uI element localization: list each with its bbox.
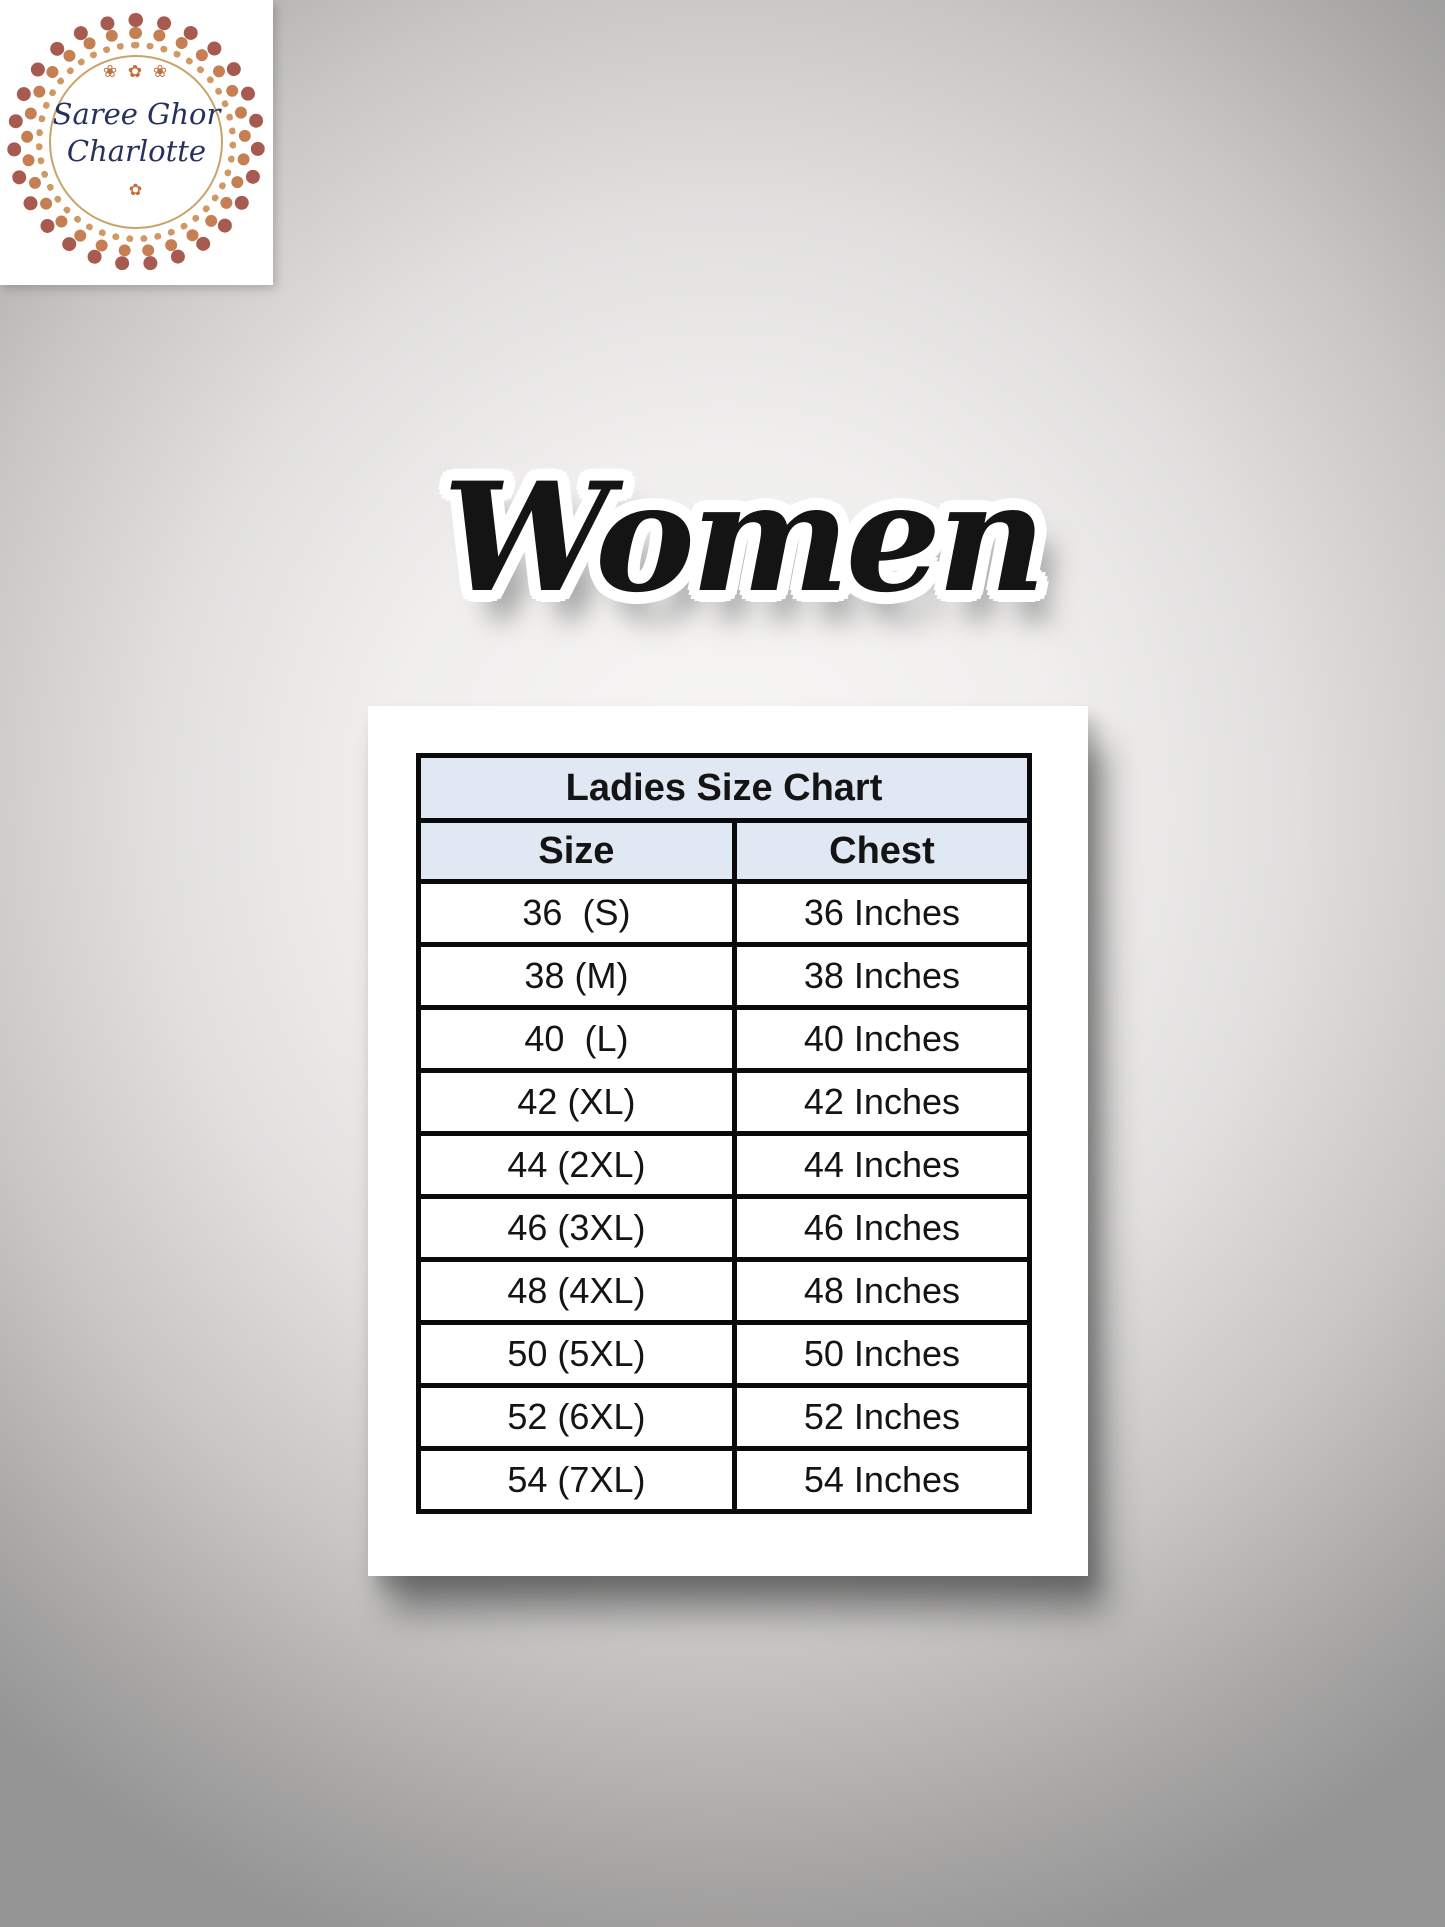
chest-value: 54 Inches: [731, 1446, 1033, 1514]
table-row: 38 (M) 38 Inches: [416, 942, 1033, 1010]
size-value: 36 (S): [416, 879, 737, 947]
chest-value: 42 Inches: [731, 1068, 1033, 1136]
table-row: 50 (5XL) 50 Inches: [416, 1320, 1033, 1388]
size-value: 44 (2XL): [416, 1131, 737, 1199]
chest-value: 38 Inches: [731, 942, 1033, 1010]
size-value: 54 (7XL): [416, 1446, 737, 1514]
size-value: 48 (4XL): [416, 1257, 737, 1325]
column-header-chest: Chest: [731, 818, 1033, 884]
logo-floral-ornament-bottom: ✿: [128, 182, 145, 199]
table-row: 40 (L) 40 Inches: [416, 1005, 1033, 1073]
table-header-row: Size Chest: [416, 818, 1033, 884]
chest-value: 46 Inches: [731, 1194, 1033, 1262]
ladies-size-chart-table: Ladies Size Chart Size Chest 36 (S) 36 I…: [416, 753, 1033, 1514]
brand-logo: ❀ ✿ ❀ Saree Ghor Charlotte ✿: [0, 0, 273, 285]
chest-value: 40 Inches: [731, 1005, 1033, 1073]
logo-inner-circle-line: [49, 55, 223, 229]
chest-value: 52 Inches: [731, 1383, 1033, 1451]
column-header-size: Size: [416, 818, 737, 884]
size-value: 40 (L): [416, 1005, 737, 1073]
table-row: 54 (7XL) 54 Inches: [416, 1446, 1033, 1514]
table-row: 48 (4XL) 48 Inches: [416, 1257, 1033, 1325]
size-value: 46 (3XL): [416, 1194, 737, 1262]
size-value: 42 (XL): [416, 1068, 737, 1136]
table-row: 42 (XL) 42 Inches: [416, 1068, 1033, 1136]
size-chart-card: Ladies Size Chart Size Chest 36 (S) 36 I…: [368, 706, 1088, 1576]
size-value: 52 (6XL): [416, 1383, 737, 1451]
table-title-row: Ladies Size Chart: [416, 753, 1032, 823]
table-row: 36 (S) 36 Inches: [416, 879, 1033, 947]
brand-name-line1: Saree Ghor: [52, 97, 221, 131]
size-value: 38 (M): [416, 942, 737, 1010]
table-row: 44 (2XL) 44 Inches: [416, 1131, 1033, 1199]
brand-name: Saree Ghor Charlotte: [0, 96, 273, 170]
logo-ornate-ring-inner: [36, 42, 236, 242]
table-row: 46 (3XL) 46 Inches: [416, 1194, 1033, 1262]
chest-value: 36 Inches: [731, 879, 1033, 947]
table-title: Ladies Size Chart: [416, 753, 1032, 823]
size-value: 50 (5XL): [416, 1320, 737, 1388]
brand-name-line2: Charlotte: [66, 134, 207, 168]
chest-value: 48 Inches: [731, 1257, 1033, 1325]
chest-value: 44 Inches: [731, 1131, 1033, 1199]
page-title: Women: [442, 450, 1046, 626]
logo-floral-ornament-top: ❀ ✿ ❀: [102, 62, 171, 81]
table-row: 52 (6XL) 52 Inches: [416, 1383, 1033, 1451]
chest-value: 50 Inches: [731, 1320, 1033, 1388]
